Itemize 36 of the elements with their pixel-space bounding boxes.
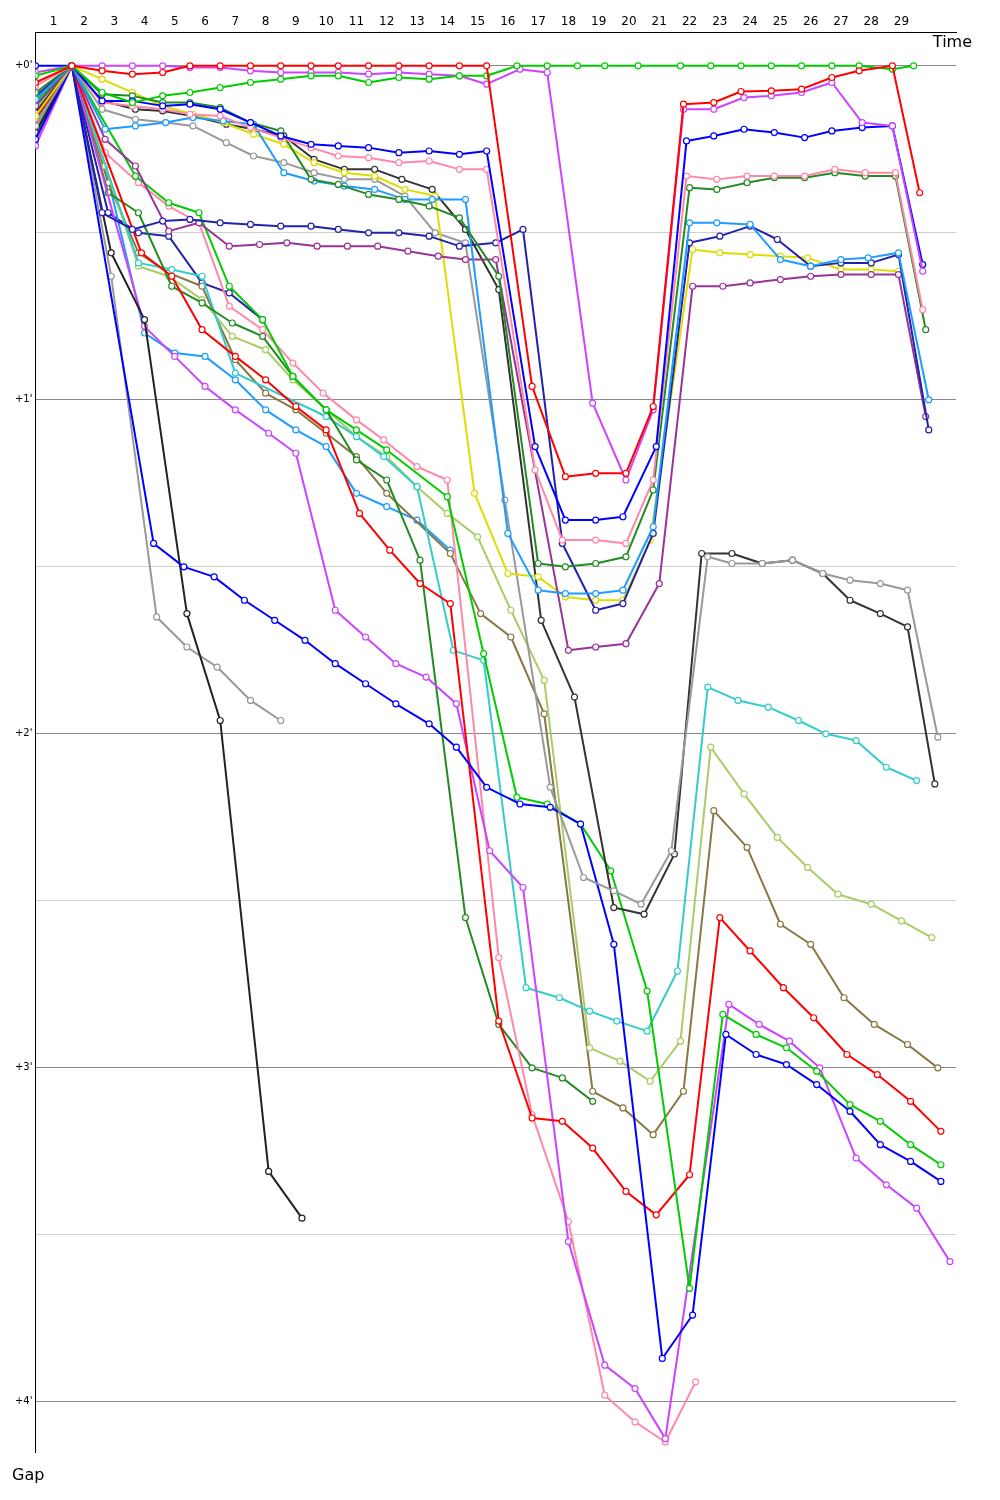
y-tick-label: +0' — [14, 59, 33, 71]
x-tick-label: 9 — [292, 14, 300, 29]
x-tick-label: 25 — [772, 14, 789, 29]
x-tick-label: 1 — [49, 14, 58, 29]
x-tick-label: 7 — [231, 14, 240, 29]
x-tick-label: 5 — [170, 14, 179, 29]
x-tick-label: 4 — [140, 14, 149, 29]
x-tick-label: 20 — [621, 14, 637, 29]
x-tick-label: 15 — [469, 14, 486, 29]
x-tick-label: 21 — [651, 14, 667, 29]
x-tick-label: 13 — [409, 14, 425, 29]
y-tick-label: +2' — [14, 727, 33, 739]
x-tick-label: 27 — [833, 14, 849, 29]
x-tick-label: 19 — [591, 14, 607, 29]
x-tick-label: 22 — [681, 14, 698, 29]
x-tick-label: 6 — [201, 14, 209, 29]
y-tick-label: +4' — [14, 1395, 33, 1407]
y-tick-label: +1' — [14, 393, 33, 405]
y-axis-title: Gap — [12, 1465, 45, 1484]
x-tick-label: 28 — [863, 14, 879, 29]
x-tick-label: 3 — [110, 14, 119, 29]
x-tick-label: 12 — [379, 14, 395, 29]
x-tick-label: 10 — [318, 14, 334, 29]
x-tick-label: 17 — [530, 14, 546, 29]
x-tick-label: 11 — [348, 14, 365, 29]
x-tick-label: 8 — [261, 14, 270, 29]
y-tick-label: +3' — [14, 1061, 33, 1073]
x-tick-label: 24 — [742, 14, 758, 29]
x-tick-label: 2 — [80, 14, 88, 29]
x-tick-label: 23 — [712, 14, 728, 29]
x-tick-label: 29 — [893, 14, 910, 29]
x-tick-label: 26 — [803, 14, 819, 29]
x-tick-label: 14 — [439, 14, 455, 29]
x-axis-title: Time — [932, 32, 972, 51]
x-tick-label: 18 — [560, 14, 577, 29]
x-tick-label: 16 — [500, 14, 516, 29]
